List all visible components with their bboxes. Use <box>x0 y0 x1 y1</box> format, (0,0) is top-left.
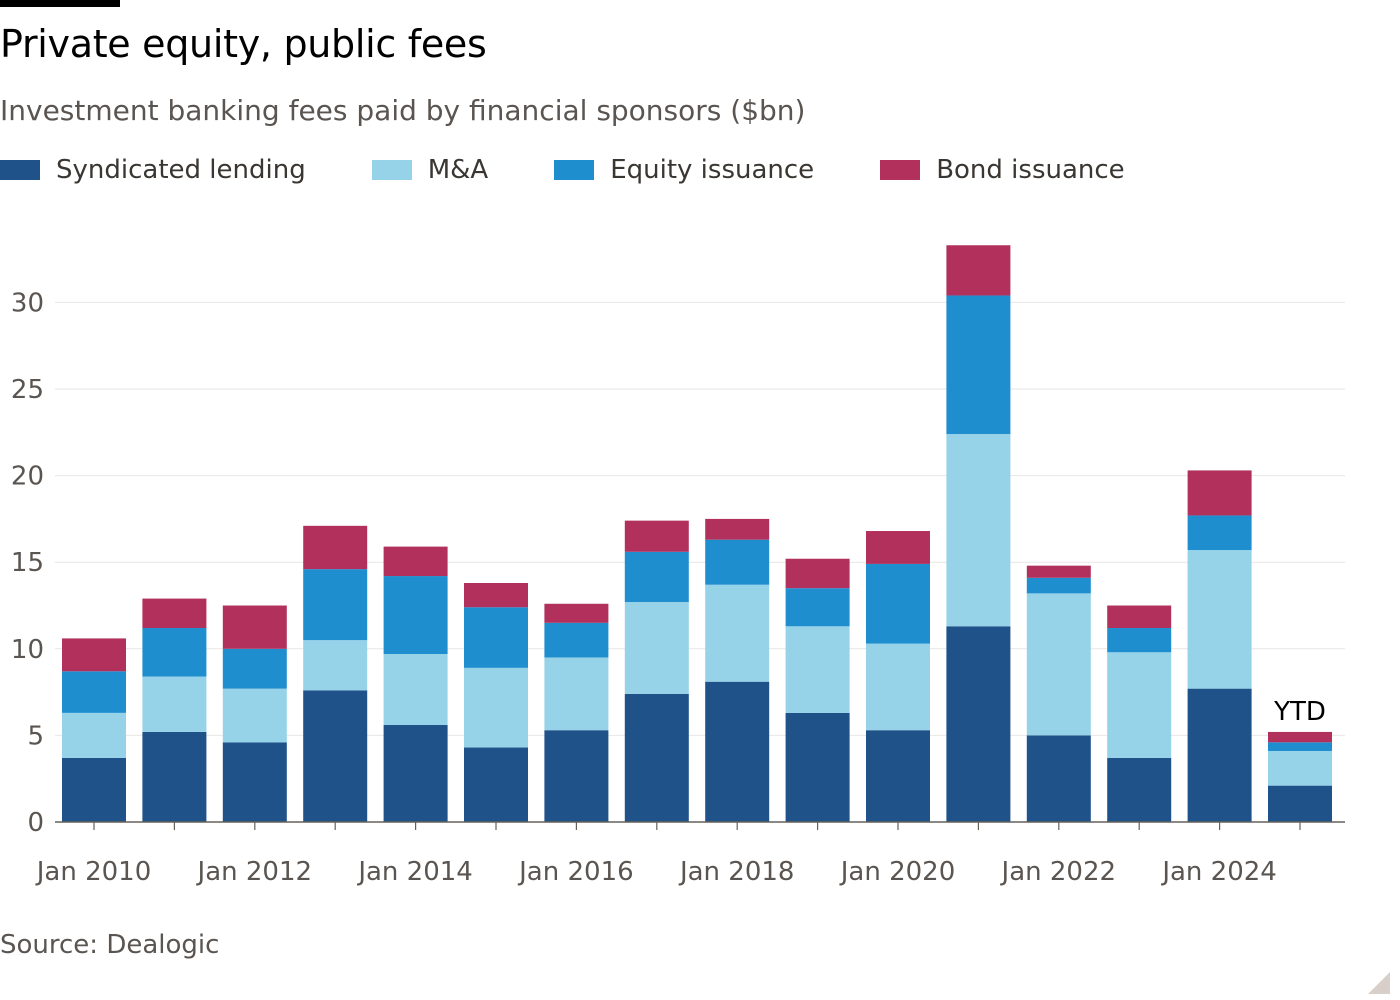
bar-segment-bond-issuance <box>303 525 368 570</box>
bar-segment-m-a <box>464 667 528 748</box>
legend-item-ma: M&A <box>371 155 489 185</box>
y-tick-label: 15 <box>11 548 44 578</box>
legend: Syndicated lending M&A Equity issuance B… <box>0 155 1191 185</box>
legend-swatch-equity-issuance <box>554 160 595 180</box>
corner-mark <box>1368 972 1390 994</box>
bar-segment-bond-issuance <box>544 603 609 623</box>
y-tick-label: 25 <box>11 375 44 405</box>
chart-title: Private equity, public fees <box>0 22 487 66</box>
bar-segment-syndicated-lending <box>544 730 609 822</box>
y-tick-label: 30 <box>11 288 44 318</box>
bar-segment-syndicated-lending <box>222 742 287 822</box>
x-tick-label: Jan 2024 <box>1160 857 1277 887</box>
bar-segment-bond-issuance <box>785 558 850 589</box>
bar-segment-equity-issuance <box>142 628 207 677</box>
bar-segment-m-a <box>222 688 287 743</box>
x-tick-label: Jan 2018 <box>678 857 795 887</box>
bar-segment-equity-issuance <box>1107 628 1172 653</box>
legend-swatch-syndicated-lending <box>0 160 40 180</box>
bar-segment-equity-issuance <box>464 607 528 668</box>
stacked-bar-chart: 0 5 10 15 20 25 30 Jan 2010 Jan 2012 Jan 2014 Jan … <box>11 245 1345 887</box>
bar-segment-equity-issuance <box>1268 742 1332 751</box>
bar-segment-m-a <box>785 626 850 713</box>
x-tick-label: Jan 2022 <box>1000 857 1117 887</box>
bar-segment-bond-issuance <box>624 520 689 552</box>
legend-label-ma: M&A <box>427 155 489 185</box>
top-rule <box>0 0 120 7</box>
bar-segment-equity-issuance <box>222 648 287 689</box>
bar-segment-m-a <box>303 640 368 691</box>
bar-segment-bond-issuance <box>1268 731 1332 743</box>
bar-segment-bond-issuance <box>705 518 770 540</box>
bar-segment-syndicated-lending <box>464 747 528 822</box>
legend-label-syndicated-lending: Syndicated lending <box>56 155 306 185</box>
bar-segment-m-a <box>1107 652 1172 758</box>
bar-segment-equity-issuance <box>624 551 689 603</box>
bar-segment-bond-issuance <box>946 245 1011 296</box>
bar-segment-syndicated-lending <box>1268 785 1332 822</box>
bar-segment-syndicated-lending <box>785 712 850 822</box>
bar-segment-m-a <box>1187 550 1252 689</box>
bar-segment-syndicated-lending <box>1187 688 1252 822</box>
bar-segment-equity-issuance <box>785 588 850 627</box>
bar-segment-bond-issuance <box>383 546 448 577</box>
legend-label-bond-issuance: Bond issuance <box>936 155 1125 185</box>
bar-segment-equity-issuance <box>383 576 448 654</box>
x-tick-label: Jan 2016 <box>517 857 634 887</box>
bar-segment-bond-issuance <box>1026 565 1091 578</box>
bar-segment-m-a <box>866 643 930 731</box>
x-tick-label: Jan 2012 <box>196 857 313 887</box>
bar-segment-syndicated-lending <box>946 626 1011 822</box>
x-tick-label: Jan 2014 <box>356 857 473 887</box>
bar-segment-syndicated-lending <box>303 690 368 822</box>
bar-segment-m-a <box>624 602 689 694</box>
legend-label-equity-issuance: Equity issuance <box>610 155 815 185</box>
bar-segment-equity-issuance <box>705 539 770 585</box>
bar-segment-m-a <box>383 653 448 726</box>
bar-segment-bond-issuance <box>866 531 930 564</box>
x-tick-label: Jan 2020 <box>839 857 956 887</box>
bar-segment-syndicated-lending <box>142 731 207 822</box>
bar-segment-m-a <box>62 712 126 758</box>
bar-segment-equity-issuance <box>946 295 1011 435</box>
bar-segment-syndicated-lending <box>624 693 689 822</box>
legend-item-bond-issuance: Bond issuance <box>880 155 1125 185</box>
bar-segment-m-a <box>1268 750 1332 786</box>
bar-segment-bond-issuance <box>1187 470 1252 516</box>
y-tick-label: 0 <box>27 808 44 838</box>
bar-segment-equity-issuance <box>1026 577 1091 594</box>
legend-item-equity-issuance: Equity issuance <box>554 155 814 185</box>
legend-item-syndicated-lending: Syndicated lending <box>0 155 306 185</box>
bar-segment-syndicated-lending <box>866 730 930 822</box>
bar-segment-equity-issuance <box>62 671 126 713</box>
bar-segment-syndicated-lending <box>705 681 770 822</box>
bar-segment-bond-issuance <box>1107 605 1172 629</box>
bar-segment-bond-issuance <box>62 638 126 672</box>
y-tick-label: 5 <box>27 721 44 751</box>
bar-segment-syndicated-lending <box>1107 757 1172 822</box>
y-tick-label: 10 <box>11 635 44 665</box>
bar-segment-equity-issuance <box>544 622 609 658</box>
ytd-annotation: YTD <box>1273 697 1326 727</box>
bar-segment-m-a <box>544 657 609 731</box>
bar-segment-bond-issuance <box>464 582 528 608</box>
chart-subtitle: Investment banking fees paid by financia… <box>0 94 806 127</box>
bar-segment-m-a <box>705 584 770 682</box>
bar-segment-equity-issuance <box>303 569 368 641</box>
bar-segment-syndicated-lending <box>383 725 448 822</box>
bar-segment-m-a <box>142 676 207 732</box>
source-note: Source: Dealogic <box>0 930 220 960</box>
legend-swatch-ma <box>371 160 412 180</box>
bar-segment-m-a <box>1026 593 1091 736</box>
bar-segment-bond-issuance <box>142 598 207 629</box>
bar-segment-bond-issuance <box>222 605 287 649</box>
legend-swatch-bond-issuance <box>880 160 921 180</box>
bar-segment-syndicated-lending <box>1026 735 1091 822</box>
y-tick-label: 20 <box>11 462 44 492</box>
bar-segment-equity-issuance <box>1187 515 1252 551</box>
x-tick-label: Jan 2010 <box>35 857 152 887</box>
bar-segment-equity-issuance <box>866 563 930 644</box>
bar-segment-syndicated-lending <box>62 757 126 822</box>
bar-segment-m-a <box>946 434 1011 627</box>
